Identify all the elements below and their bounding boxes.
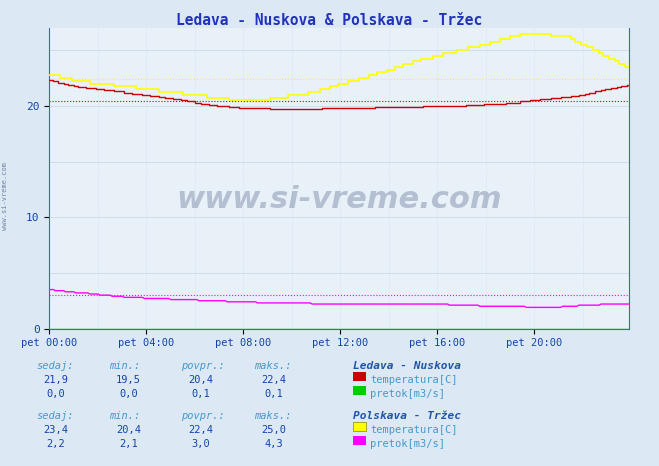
Text: povpr.:: povpr.: — [181, 361, 225, 371]
Text: 2,2: 2,2 — [47, 439, 65, 449]
Text: 25,0: 25,0 — [261, 425, 286, 435]
Text: 2,1: 2,1 — [119, 439, 138, 449]
Text: 22,4: 22,4 — [261, 375, 286, 385]
Text: 0,1: 0,1 — [192, 389, 210, 399]
Text: 20,4: 20,4 — [116, 425, 141, 435]
Text: 3,0: 3,0 — [192, 439, 210, 449]
Text: povpr.:: povpr.: — [181, 411, 225, 421]
Text: min.:: min.: — [109, 411, 140, 421]
Text: 4,3: 4,3 — [264, 439, 283, 449]
Text: temperatura[C]: temperatura[C] — [370, 375, 458, 385]
Text: pretok[m3/s]: pretok[m3/s] — [370, 439, 445, 449]
Text: 20,4: 20,4 — [188, 375, 214, 385]
Text: 19,5: 19,5 — [116, 375, 141, 385]
Text: www.si-vreme.com: www.si-vreme.com — [177, 185, 502, 214]
Text: sedaj:: sedaj: — [36, 361, 74, 371]
Text: Ledava - Nuskova & Polskava - Tržec: Ledava - Nuskova & Polskava - Tržec — [177, 13, 482, 28]
Text: temperatura[C]: temperatura[C] — [370, 425, 458, 435]
Text: www.si-vreme.com: www.si-vreme.com — [2, 162, 9, 230]
Text: 21,9: 21,9 — [43, 375, 69, 385]
Text: 22,4: 22,4 — [188, 425, 214, 435]
Text: 0,0: 0,0 — [47, 389, 65, 399]
Text: maks.:: maks.: — [254, 411, 291, 421]
Text: maks.:: maks.: — [254, 361, 291, 371]
Text: Polskava - Tržec: Polskava - Tržec — [353, 411, 461, 421]
Text: min.:: min.: — [109, 361, 140, 371]
Text: 23,4: 23,4 — [43, 425, 69, 435]
Text: 0,1: 0,1 — [264, 389, 283, 399]
Text: sedaj:: sedaj: — [36, 411, 74, 421]
Text: Ledava - Nuskova: Ledava - Nuskova — [353, 361, 461, 371]
Text: pretok[m3/s]: pretok[m3/s] — [370, 389, 445, 399]
Text: 0,0: 0,0 — [119, 389, 138, 399]
